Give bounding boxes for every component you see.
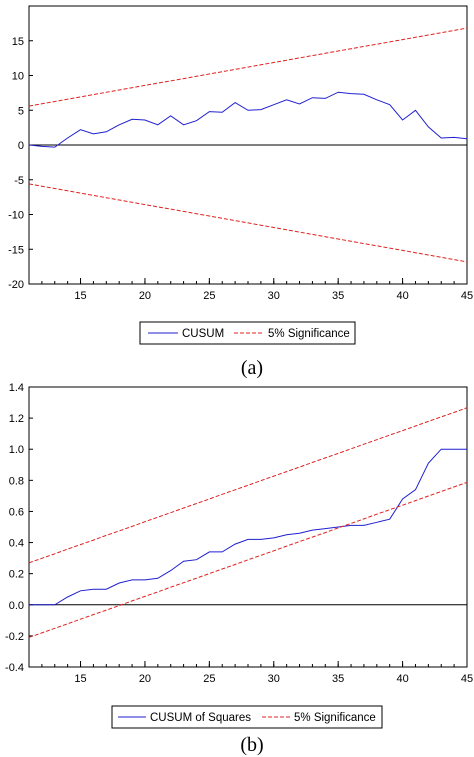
- plot-frame: [28, 386, 468, 668]
- y-tick-label: 0.0: [9, 600, 24, 612]
- series-line: [28, 91, 468, 148]
- x-tick-label: 15: [74, 290, 86, 302]
- y-tick-label: 15: [12, 36, 24, 48]
- x-tick-label: 25: [203, 290, 215, 302]
- significance-lower-line: [28, 481, 468, 638]
- y-tick-label: -10: [8, 210, 24, 222]
- legend-label-significance: 5% Significance: [268, 328, 350, 340]
- y-tick-label: -15: [8, 244, 24, 256]
- x-tick-label: 40: [396, 290, 408, 302]
- series-lines: [28, 27, 468, 263]
- legend-label-cusum: CUSUM: [182, 328, 224, 340]
- caption-b: (b): [240, 734, 263, 756]
- y-tick-label: 1.2: [9, 413, 24, 425]
- series-lines: [28, 407, 468, 638]
- x-tick-label: 35: [332, 673, 344, 685]
- legend-label-significance: 5% Significance: [294, 712, 376, 724]
- y-tick-label: 10: [12, 71, 24, 83]
- x-tick-label: 30: [268, 290, 280, 302]
- x-tick-label: 45: [461, 290, 473, 302]
- legend-box: [111, 705, 383, 729]
- y-tick-label: 0.4: [9, 538, 24, 550]
- x-tick-label: 45: [461, 673, 473, 685]
- x-axis: 15 20 25 30 35 40 45: [28, 278, 473, 302]
- y-tick-label: 1.4: [9, 382, 24, 394]
- y-tick-label: 0.8: [9, 475, 24, 487]
- y-tick-label: 5: [18, 105, 24, 117]
- y-tick-label: 1.0: [9, 444, 24, 456]
- y-tick-label: -5: [14, 175, 24, 187]
- x-axis: 15 20 25 30 35 40 45: [28, 661, 473, 685]
- caption-a: (a): [241, 357, 263, 379]
- y-tick-label: 0.2: [9, 569, 24, 581]
- x-tick-label: 15: [74, 673, 86, 685]
- cusum-of-squares-chart: -0.4 -0.2 0.0 0.2 0.4 0.6 0.8 1.0 1.2 1.4 15 20 25 3…: [5, 382, 473, 756]
- x-tick-label: 30: [268, 673, 280, 685]
- y-tick-label: -0.4: [5, 662, 24, 674]
- x-tick-label: 40: [396, 673, 408, 685]
- x-tick-label: 20: [139, 673, 151, 685]
- series-line: [29, 448, 467, 606]
- y-axis: -0.4 -0.2 0.0 0.2 0.4 0.6 0.8 1.0 1.2 1.4: [5, 382, 33, 674]
- y-tick-label: 0.6: [9, 506, 24, 518]
- x-tick-label: 20: [139, 290, 151, 302]
- significance-upper-line: [28, 407, 468, 564]
- y-tick-label: -0.2: [5, 631, 24, 643]
- y-axis: -20 -15 -10 -5 0 5 10 15: [8, 36, 33, 291]
- y-tick-label: -20: [8, 279, 24, 291]
- cusum-chart: -20 -15 -10 -5 0 5 10 15 15 20 25 30 35 40 45 CUSUM 5…: [8, 5, 473, 379]
- legend: CUSUM of Squares 5% Significance: [111, 705, 383, 729]
- x-tick-label: 35: [332, 290, 344, 302]
- significance-lower-line: [28, 183, 468, 263]
- y-tick-label: 0: [18, 140, 24, 152]
- legend: CUSUM 5% Significance: [139, 321, 356, 345]
- x-tick-label: 25: [203, 673, 215, 685]
- significance-upper-line: [28, 27, 468, 107]
- legend-label-cusum-squares: CUSUM of Squares: [150, 712, 251, 724]
